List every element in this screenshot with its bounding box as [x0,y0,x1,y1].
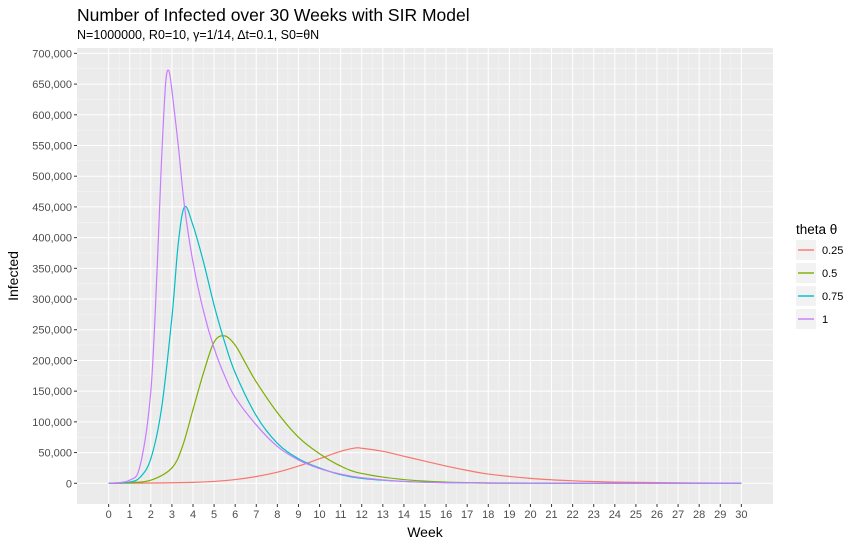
legend-title: theta θ [796,222,837,237]
y-tick-label: 300,000 [32,294,72,306]
x-tick-label: 3 [169,509,175,521]
x-tick-label: 9 [295,509,301,521]
y-tick-label: 550,000 [32,140,72,152]
x-tick-label: 22 [567,509,579,521]
x-tick-label: 11 [335,509,346,521]
x-tick-label: 6 [232,509,238,521]
x-tick-label: 7 [253,509,259,521]
x-tick-label: 12 [356,509,368,521]
legend-label: 0.75 [822,291,843,303]
x-tick-label: 14 [398,509,410,521]
y-tick-label: 650,000 [32,79,72,91]
x-tick-label: 13 [377,509,389,521]
x-tick-label: 17 [461,509,473,521]
x-tick-label: 4 [190,509,196,521]
x-tick-label: 2 [148,509,154,521]
y-tick-label: 600,000 [32,110,72,122]
x-tick-label: 23 [588,509,600,521]
legend-label: 0.25 [822,245,843,257]
major-gridlines [77,48,773,504]
series-line-0.25 [108,447,742,484]
x-tick-label: 29 [714,509,726,521]
x-tick-label: 30 [735,509,747,521]
x-tick-label: 16 [440,509,452,521]
x-tick-label: 26 [651,509,663,521]
y-tick-label: 700,000 [32,48,72,60]
y-axis-title: Infected [5,251,21,301]
legend-label: 1 [822,314,828,326]
x-tick-label: 10 [313,509,325,521]
y-tick-label: 500,000 [32,171,72,183]
series-lines [108,69,742,484]
chart-title: Number of Infected over 30 Weeks with SI… [77,5,470,25]
chart-subtitle: N=1000000, R0=10, γ=1/14, Δt=0.1, S0=θN [77,28,319,42]
x-axis-title: Week [407,524,444,540]
y-tick-label: 250,000 [32,325,72,337]
x-tick-label: 19 [503,509,515,521]
y-tick-label: 200,000 [32,355,72,367]
x-tick-label: 28 [693,509,705,521]
series-line-1 [108,69,742,484]
legend: 0.25 0.5 0.75 1 [796,240,843,329]
y-axis: 0 50,000 100,000 150,000 200,000 250,000 300,0… [32,48,77,490]
x-tick-label: 21 [545,509,557,521]
legend-label: 0.5 [822,268,837,280]
x-tick-label: 0 [106,509,112,521]
x-tick-label: 5 [211,509,217,521]
x-axis: 0 1 2 3 4 5 6 7 8 9 10 11 12 13 14 15 16 17 18 19 20 21 22 23 24… [106,504,747,521]
y-tick-label: 350,000 [32,263,72,275]
y-tick-label: 400,000 [32,233,72,245]
y-tick-label: 150,000 [32,386,72,398]
y-tick-label: 450,000 [32,202,72,214]
x-tick-label: 18 [482,509,494,521]
x-tick-label: 25 [630,509,642,521]
y-tick-label: 100,000 [32,417,72,429]
x-tick-label: 24 [609,509,621,521]
x-tick-label: 15 [419,509,431,521]
x-tick-label: 1 [127,509,133,521]
x-tick-label: 27 [672,509,684,521]
y-tick-label: 50,000 [38,448,72,460]
x-tick-label: 20 [524,509,536,521]
y-tick-label: 0 [66,478,72,490]
x-tick-label: 8 [274,509,280,521]
